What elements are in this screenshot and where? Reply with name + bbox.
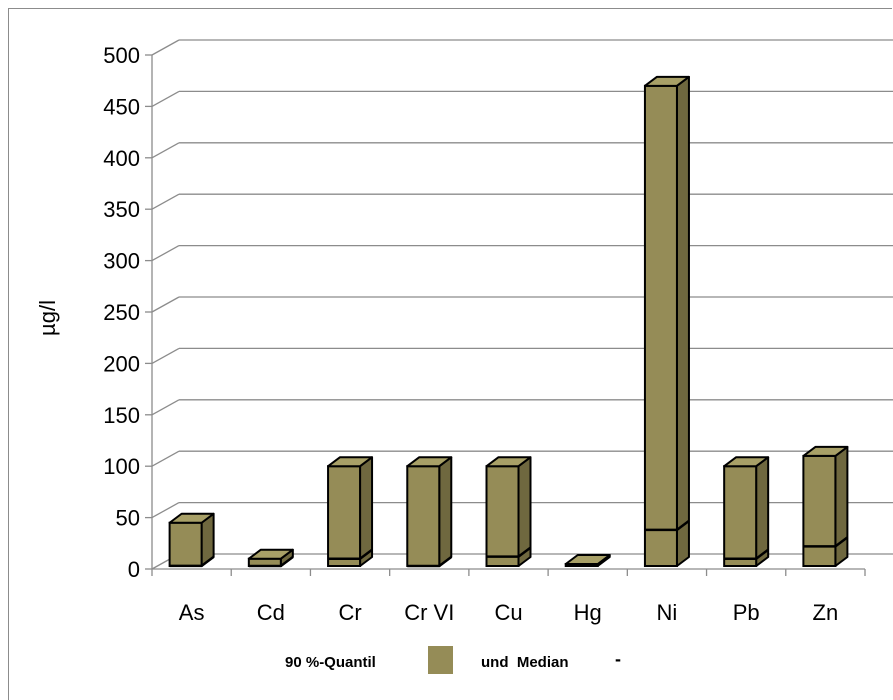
y-tick-label: 350 xyxy=(103,197,140,222)
legend-quantile-label: 90 %-Quantil xyxy=(285,654,376,671)
chart-frame xyxy=(8,8,892,700)
gridline-diagonal xyxy=(151,90,180,107)
median-marker xyxy=(486,546,532,558)
x-tick-label: Cr xyxy=(338,600,361,625)
y-tick-label: 400 xyxy=(103,146,140,171)
y-tick-label: 200 xyxy=(103,351,140,376)
bar-top xyxy=(802,445,849,457)
y-tick-label: 250 xyxy=(103,300,140,325)
bar xyxy=(643,84,678,567)
gridline-diagonal xyxy=(151,142,180,159)
bar-side xyxy=(675,75,690,567)
median-marker xyxy=(644,519,690,532)
x-tick-label: As xyxy=(179,600,205,625)
y-tick-label: 300 xyxy=(103,249,140,274)
bar-group xyxy=(643,75,690,567)
median-marker xyxy=(248,556,294,568)
bar-group xyxy=(247,548,294,568)
bar-top xyxy=(168,512,215,524)
gridline-diagonal xyxy=(151,193,180,210)
bar xyxy=(485,465,520,568)
y-tick-label: 100 xyxy=(103,454,140,479)
median-marker xyxy=(407,556,453,568)
bar-top xyxy=(247,548,294,560)
bar-group xyxy=(327,456,374,568)
bar-top xyxy=(723,456,770,468)
y-tick-label: 150 xyxy=(103,403,140,428)
gridline-diagonal xyxy=(151,450,180,467)
median-marker xyxy=(724,548,769,560)
bar-group xyxy=(485,456,532,568)
bar-top xyxy=(485,456,532,468)
x-tick-labels: As Cd Cr Cr VI Cu Hg Ni Pb Zn xyxy=(179,600,838,625)
y-tick-label: 450 xyxy=(103,94,140,119)
bar-group xyxy=(723,456,770,568)
bar-top xyxy=(564,554,611,565)
bar-top xyxy=(327,456,374,468)
bar xyxy=(168,521,203,567)
median-marker xyxy=(328,548,373,560)
y-tick-label: 50 xyxy=(116,506,140,531)
legend: 90 %-Quantil und Median - xyxy=(285,646,621,674)
bar-top xyxy=(643,75,690,87)
bar-group xyxy=(564,554,611,567)
bars xyxy=(168,75,849,568)
x-tick-label: Cd xyxy=(257,600,285,625)
median-marker xyxy=(803,536,849,548)
bar-side xyxy=(834,445,849,567)
gridline-diagonal xyxy=(151,502,180,519)
x-tick-label: Zn xyxy=(813,600,839,625)
bar-side xyxy=(438,456,453,567)
bar-top xyxy=(406,456,453,468)
y-axis-label: µg/l xyxy=(35,300,60,336)
bar xyxy=(723,465,758,568)
bar xyxy=(406,465,441,568)
gridline-diagonal xyxy=(151,347,180,364)
bar xyxy=(802,454,837,568)
gridlines xyxy=(151,39,893,570)
x-tick-label: Hg xyxy=(574,600,602,625)
bar-group xyxy=(406,456,453,568)
x-tick-label: Cr VI xyxy=(404,600,454,625)
bar xyxy=(327,465,362,568)
x-tick-label: Ni xyxy=(657,600,678,625)
x-tick-label: Pb xyxy=(733,600,760,625)
legend-quantile-swatch xyxy=(428,646,453,674)
gridline-diagonal xyxy=(151,296,180,313)
y-tick-label: 500 xyxy=(103,43,140,68)
bar-group xyxy=(168,512,215,568)
y-tick-label: 0 xyxy=(128,557,140,582)
gridline-diagonal xyxy=(151,245,180,262)
y-tick-labels: 0 50 100 150 200 250 300 350 400 450 500 xyxy=(103,43,140,582)
median-marker xyxy=(169,555,215,568)
x-tick-label: Cu xyxy=(494,600,522,625)
gridline-diagonal xyxy=(151,399,180,416)
axes xyxy=(145,54,866,576)
gridline-diagonal xyxy=(151,39,180,56)
legend-median-marker: - xyxy=(615,649,621,669)
bar-group xyxy=(802,445,849,568)
legend-median-label: und Median xyxy=(481,654,569,671)
